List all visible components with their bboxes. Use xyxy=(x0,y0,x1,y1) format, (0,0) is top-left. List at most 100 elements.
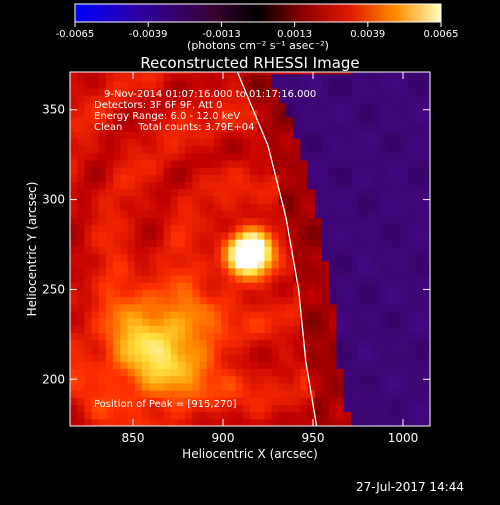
heatmap-cell xyxy=(257,109,265,118)
heatmap-cell xyxy=(250,152,258,161)
heatmap-cell xyxy=(271,375,280,384)
heatmap-cell xyxy=(401,318,409,326)
heatmap-cell xyxy=(286,246,294,254)
heatmap-cell xyxy=(113,368,121,377)
heatmap-cell xyxy=(314,382,323,391)
heatmap-cell xyxy=(84,411,93,420)
heatmap-cell xyxy=(170,397,179,405)
heatmap-cell xyxy=(314,210,323,219)
heatmap-cell xyxy=(170,210,179,219)
heatmap-cell xyxy=(235,375,244,384)
heatmap-cell xyxy=(149,124,157,132)
heatmap-cell xyxy=(422,109,430,118)
heatmap-cell xyxy=(192,361,201,369)
heatmap-cell xyxy=(300,375,309,384)
heatmap-cell xyxy=(192,382,201,391)
heatmap-cell xyxy=(156,253,165,262)
heatmap-cell xyxy=(394,404,402,413)
heatmap-cell xyxy=(394,296,402,305)
heatmap-cell xyxy=(336,325,345,334)
heatmap-cell xyxy=(170,310,179,319)
heatmap-cell xyxy=(235,80,244,89)
heatmap-cell xyxy=(415,289,424,298)
heatmap-cell xyxy=(401,411,409,420)
heatmap-cell xyxy=(214,124,222,132)
heatmap-cell xyxy=(163,138,172,147)
heatmap-cell xyxy=(91,73,100,82)
heatmap-cell xyxy=(250,382,258,391)
heatmap-cell xyxy=(365,354,373,362)
heatmap-cell xyxy=(221,246,229,254)
heatmap-cell xyxy=(120,339,129,348)
heatmap-cell xyxy=(142,217,150,226)
heatmap-cell xyxy=(149,145,157,154)
heatmap-cell xyxy=(113,174,121,183)
heatmap-cell xyxy=(386,346,395,355)
heatmap-cell xyxy=(422,167,430,175)
heatmap-cell xyxy=(343,325,352,334)
heatmap-cell xyxy=(70,296,78,305)
heatmap-cell xyxy=(84,332,93,341)
heatmap-cell xyxy=(307,310,316,319)
heatmap-cell xyxy=(120,397,129,405)
heatmap-cell xyxy=(365,282,373,290)
heatmap-cell xyxy=(70,354,78,362)
heatmap-cell xyxy=(242,375,251,384)
heatmap-cell xyxy=(394,332,402,341)
heatmap-cell xyxy=(394,138,402,147)
heatmap-cell xyxy=(257,267,265,276)
heatmap-cell xyxy=(415,296,424,305)
heatmap-cell xyxy=(401,382,409,391)
heatmap-cell xyxy=(415,73,424,82)
heatmap-cell xyxy=(127,368,136,377)
heatmap-cell xyxy=(314,231,323,240)
heatmap-cell xyxy=(120,303,129,312)
heatmap-cell xyxy=(322,354,330,362)
heatmap-cell xyxy=(134,375,143,384)
heatmap-cell xyxy=(156,160,165,168)
heatmap-cell xyxy=(142,109,150,118)
heatmap-cell xyxy=(149,174,157,183)
heatmap-cell xyxy=(358,260,366,269)
heatmap-cell xyxy=(134,160,143,168)
heatmap-cell xyxy=(127,361,136,369)
heatmap-cell xyxy=(106,109,114,118)
heatmap-cell xyxy=(365,145,373,154)
heatmap-cell xyxy=(394,368,402,377)
heatmap-cell xyxy=(127,116,136,125)
heatmap-cell xyxy=(221,102,229,111)
heatmap-cell xyxy=(70,72,78,75)
heatmap-cell xyxy=(185,289,193,298)
heatmap-cell xyxy=(127,88,136,96)
heatmap-cell xyxy=(149,354,157,362)
heatmap-cell xyxy=(372,80,381,89)
heatmap-cell xyxy=(185,246,193,254)
heatmap-cell xyxy=(98,354,107,362)
heatmap-cell xyxy=(142,167,150,175)
heatmap-cell xyxy=(106,167,114,175)
heatmap-cell xyxy=(394,160,402,168)
heatmap-cell xyxy=(235,296,244,305)
heatmap-cell xyxy=(264,224,273,233)
heatmap-cell xyxy=(127,282,136,290)
heatmap-cell xyxy=(84,282,93,290)
heatmap-cell xyxy=(264,116,273,125)
heatmap-cell xyxy=(178,318,186,326)
heatmap-cell xyxy=(98,418,107,426)
heatmap-cell xyxy=(264,346,273,355)
heatmap-cell xyxy=(84,368,93,377)
heatmap-cell xyxy=(178,167,186,175)
heatmap-cell xyxy=(394,167,402,175)
heatmap-cell xyxy=(408,397,417,405)
heatmap-cell xyxy=(408,325,417,334)
heatmap-cell xyxy=(185,339,193,348)
heatmap-cell xyxy=(235,160,244,168)
heatmap-cell xyxy=(142,354,150,362)
heatmap-cell xyxy=(250,310,258,319)
heatmap-cell xyxy=(264,282,273,290)
heatmap-cell xyxy=(408,80,417,89)
heatmap-cell xyxy=(199,95,208,104)
heatmap-cell xyxy=(314,354,323,362)
heatmap-cell xyxy=(113,95,121,104)
heatmap-cell xyxy=(242,116,251,125)
